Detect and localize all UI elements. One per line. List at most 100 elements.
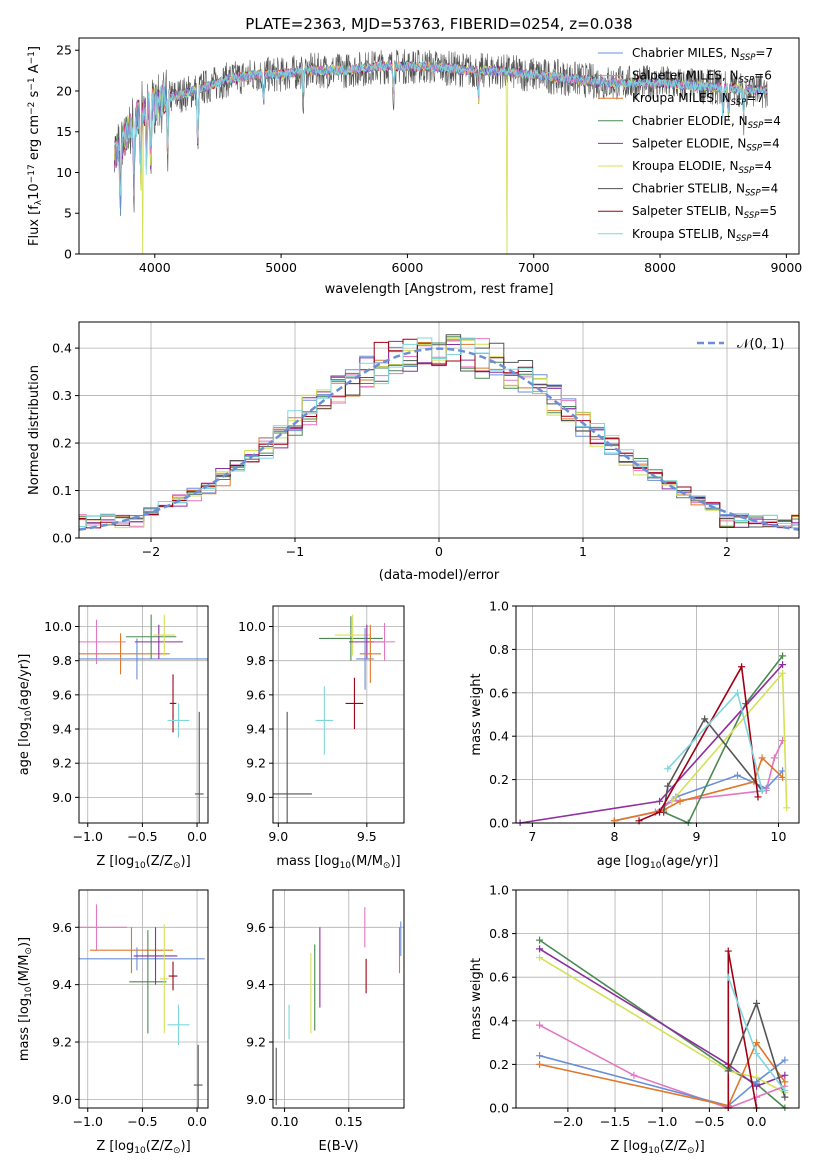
y-tick-label: 9.4 [246,977,266,992]
y-tick-label: 9.4 [246,722,266,737]
x-tick-label: 0.0 [187,1114,207,1129]
errorbar-salpeter_elodie [134,624,183,659]
y-tick-label: 9.6 [52,920,72,935]
x-tick-label: −0.5 [127,829,157,844]
spectrum-line-chabrier_miles [114,61,768,213]
x-tick-label: −1.0 [73,829,103,844]
y-tick-label: 9.8 [52,653,72,668]
weight-marker-kroupa_stelib [781,1087,789,1095]
y-tick-label: 0.0 [489,1101,509,1116]
y-tick-label: 0.0 [489,816,509,831]
weight-line-chabrier_elodie [663,655,784,825]
errorbar-chabrier_elodie [319,616,383,661]
axes-frame [272,605,405,824]
weight-marker-salpeter_elodie [536,945,544,953]
x-tick-label: 0.0 [187,829,207,844]
y-tick-label: 0.2 [52,436,72,451]
y-tick-label: 9.4 [52,977,72,992]
y-tick-label: 10.0 [238,619,266,634]
x-axis-label: Z [log10(Z/Z⊙)] [96,1139,190,1156]
legend-label-salpeter_elodie: Salpeter ELODIE, NSSP=4 [632,136,780,153]
y-tick-label: 9.2 [246,756,266,771]
legend-label-chabrier_stelib: Chabrier STELIB, NSSP=4 [632,182,778,199]
weight-marker-chabrier_stelib [664,782,672,790]
y-axis-label: mass weight [469,673,484,755]
x-axis-label: wavelength [Angstrom, rest frame] [325,282,554,297]
y-axis-label: mass weight [469,958,484,1040]
errorbar-kroupa_stelib [315,686,334,755]
weight-line-salpeter_elodie [519,664,784,824]
histogram-kroupa_elodie [79,337,799,529]
weight-line-salpeter_miles [614,740,784,822]
y-tick-label: 9.2 [52,1035,72,1050]
x-tick-label: 7 [528,829,536,844]
legend-label-kroupa_elodie: Kroupa ELODIE, NSSP=4 [632,159,772,176]
x-tick-label: 6000 [392,260,424,275]
weight-marker-chabrier_stelib [724,1067,732,1075]
weight-marker-chabrier_miles [753,1078,761,1086]
x-tick-label: 9 [692,829,700,844]
y-axis-label: Normed distribution [27,365,42,495]
spectrum-legend: Chabrier MILES, NSSP=7 Salpeter MILES, NS… [598,46,781,243]
weight-marker-salpeter_stelib [738,663,746,671]
y-tick-label: 9.0 [246,790,266,805]
errorbar-kroupa_stelib [167,1004,190,1045]
weight-marker-salpeter_stelib [656,808,664,816]
figure-title: PLATE=2363, MJD=53763, FIBERID=0254, z=0… [245,15,632,33]
y-axis-label: mass [log10(M/M⊙)] [17,937,34,1061]
mass-vs-metallicity-panel: −1.0 −0.5 0.0 9.0 9.2 9.4 9.6 Z [log10(Z/Z⊙)] ma… [17,889,209,1156]
y-tick-label: 0.8 [489,642,509,657]
age-vs-mass-panel: 9.0 9.5 9.0 9.2 9.4 9.6 9.8 10.0 mass [log10(M/M… [238,605,405,871]
weight-line-salpeter_stelib [638,664,759,822]
errorbar-salpeter_stelib [345,677,364,730]
weight-marker-kroupa_miles [536,1060,544,1068]
x-tick-label: 0 [435,544,443,559]
y-tick-label: 0.8 [489,926,509,941]
weight-marker-salpeter_elodie [656,797,664,805]
grid-lines [79,606,208,823]
weight-marker-salpeter_stelib [724,947,732,955]
errorbar-kroupa_elodie [334,614,371,656]
weight-marker-chabrier_stelib [781,1093,789,1101]
x-tick-label: −1 [286,544,304,559]
weight-marker-salpeter_elodie [779,661,787,669]
weight-marker-kroupa_elodie [779,669,787,677]
x-tick-label: −2.0 [553,1114,583,1129]
errorbar-salpeter_stelib [168,961,178,991]
x-tick-label: −2 [142,544,160,559]
legend-label-normal: 𝒩(0, 1) [737,337,784,352]
x-tick-label: 0.0 [747,1114,767,1129]
weight-marker-kroupa_stelib [724,973,732,981]
errorbar-kroupa_elodie [153,614,176,656]
x-tick-label: 9.0 [268,829,288,844]
y-tick-label: 9.0 [52,1092,72,1107]
weight-marker-kroupa_miles [779,773,787,781]
x-tick-label: 9.5 [357,829,377,844]
histogram-chabrier_elodie [79,336,799,527]
x-axis-label: mass [log10(M/M⊙)] [276,854,400,871]
errorbar-chabrier_stelib [193,1044,203,1108]
errorbar-chabrier_stelib [194,711,204,823]
weight-vs-metallicity-panel: −2.0 −1.5 −1.0 −0.5 0.0 0.0 0.2 0.4 0.6 0.8 1.0 Z [… [469,883,800,1156]
weight-marker-kroupa_elodie [668,797,676,805]
weight-marker-kroupa_miles [753,1039,761,1047]
y-tick-label: 9.0 [52,790,72,805]
legend-label-salpeter_stelib: Salpeter STELIB, NSSP=5 [632,204,777,221]
weight-marker-salpeter_elodie [781,1071,789,1079]
axes-frame [78,37,800,255]
normal-distribution-curve [79,347,799,531]
legend-label-chabrier_miles: Chabrier MILES, NSSP=7 [632,46,773,63]
weight-marker-kroupa_stelib [758,786,766,794]
errorbar-kroupa_miles [79,633,170,675]
weight-vs-age-panel: 7 8 9 10 0.0 0.2 0.4 0.6 0.8 1.0 age [log10(age/yr… [469,599,800,871]
y-tick-label: 9.6 [246,920,266,935]
x-tick-label: 0.15 [335,1114,363,1129]
y-tick-label: 9.2 [52,756,72,771]
y-tick-label: 9.0 [246,1092,266,1107]
histogram-kroupa_stelib [79,337,799,529]
y-tick-label: 0.6 [489,970,509,985]
axes-frame [78,889,209,1109]
y-tick-label: 9.6 [246,687,266,702]
weight-line-kroupa_miles [539,1041,786,1107]
weight-marker-kroupa_miles [781,1078,789,1086]
